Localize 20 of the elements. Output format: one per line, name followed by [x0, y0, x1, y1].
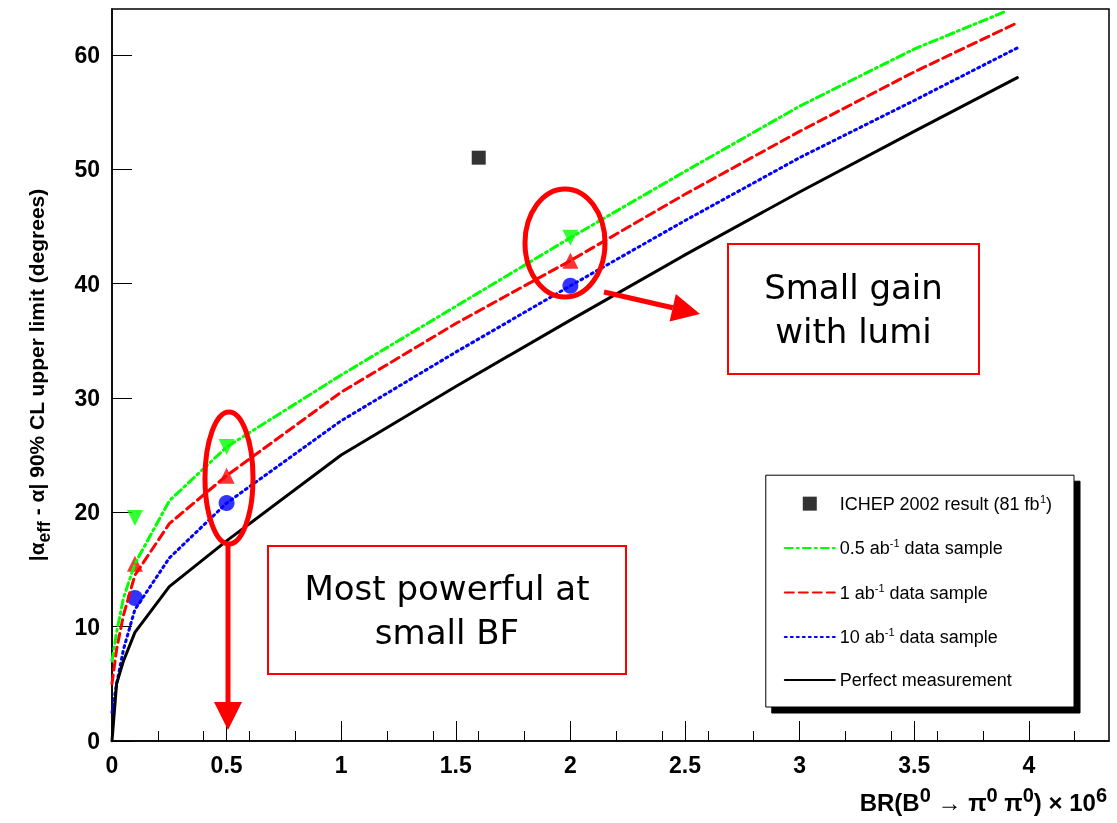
x-tick-label: 0.5: [210, 751, 243, 778]
x-tick-label: 2.5: [669, 751, 702, 778]
annotation: Most powerful at small BF: [267, 545, 627, 675]
x-axis-title: BR(B$^{0}$ → π$^{0}$ π$^{0}$) × 10$^{6}$: [859, 784, 1107, 817]
y-tick-label: 40: [74, 270, 100, 297]
y-tick-label: 60: [74, 41, 100, 68]
x-tick-label: 3.5: [898, 751, 931, 778]
y-tick-label: 0: [87, 728, 100, 754]
y-tick-label: 10: [74, 613, 100, 640]
x-tick-label: 0: [105, 751, 119, 778]
y-tick-label: 30: [74, 384, 100, 411]
x-tick-label: 1.5: [439, 751, 472, 778]
x-tick-label: 2: [563, 751, 577, 778]
y-tick-label: 20: [74, 499, 100, 526]
x-tick-label: 4: [1022, 751, 1036, 778]
legend-label: Perfect measurement: [839, 670, 1012, 690]
x-tick-label: 1: [334, 751, 348, 778]
x-tick-label: 3: [793, 751, 806, 778]
y-tick-label: 50: [74, 156, 100, 183]
annotation: Small gain with lumi: [727, 243, 980, 375]
